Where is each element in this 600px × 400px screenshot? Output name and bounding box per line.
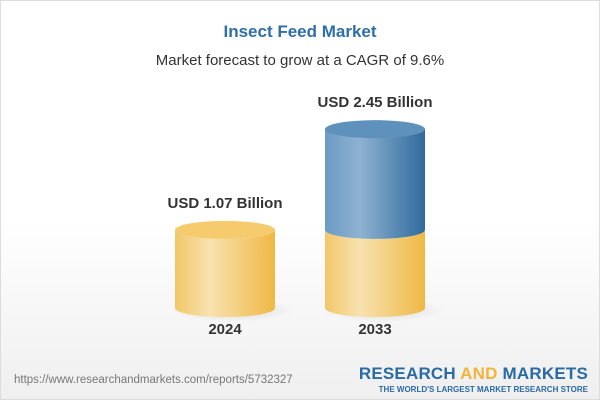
cylinder-top [175,220,275,239]
cylinder-base-segment [325,229,425,317]
data-label: USD 2.45 Billion [317,94,432,111]
data-label: USD 1.07 Billion [167,195,282,212]
cylinder-top [325,120,425,139]
cylinder-base-segment [175,229,275,317]
chart-title: Insect Feed Market [223,22,377,41]
research-and-markets-logo: RESEARCH AND MARKETS THE WORLD'S LARGEST… [358,364,588,394]
category-label: 2033 [358,321,391,338]
source-url[interactable]: https://www.researchandmarkets.com/repor… [14,374,293,386]
category-label: 2024 [208,321,242,338]
chart-subtitle: Market forecast to grow at a CAGR of 9.6… [155,52,445,69]
cylinder-growth-segment [325,129,425,239]
